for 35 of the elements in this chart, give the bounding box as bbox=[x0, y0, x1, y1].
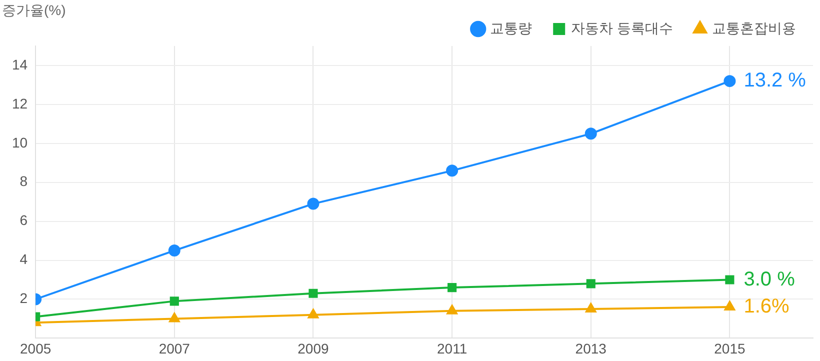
data-label: 1.6% bbox=[744, 296, 790, 318]
y-tick-label: 4 bbox=[20, 251, 28, 268]
legend-label: 교통혼잡비용 bbox=[712, 20, 796, 36]
y-tick-label: 12 bbox=[12, 95, 28, 112]
y-tick-label: 2 bbox=[20, 290, 28, 306]
x-tick-label: 2009 bbox=[298, 340, 330, 356]
data-label: 3.0 % bbox=[744, 268, 796, 290]
point bbox=[586, 302, 596, 312]
point bbox=[724, 301, 736, 311]
x-tick-label: 2015 bbox=[714, 340, 746, 356]
y-tick-label: 14 bbox=[12, 56, 28, 72]
y-tick-label: 6 bbox=[20, 212, 28, 228]
data-label: 13.2 % bbox=[744, 70, 806, 92]
point bbox=[584, 128, 597, 140]
point bbox=[448, 283, 457, 292]
x-tick-label: 2011 bbox=[436, 340, 468, 356]
y-axis-title: 증가율(%) bbox=[2, 2, 66, 18]
x-tick-label: 2013 bbox=[575, 340, 607, 356]
point bbox=[724, 75, 736, 88]
point bbox=[169, 312, 180, 322]
point bbox=[170, 296, 179, 306]
point bbox=[307, 198, 320, 210]
point bbox=[308, 288, 318, 298]
legend-label: 교통량 bbox=[490, 20, 532, 36]
point bbox=[446, 164, 458, 177]
legend-label: 자동차 등록대수 bbox=[571, 20, 673, 36]
x-tick-label: 2005 bbox=[20, 340, 52, 356]
y-tick-label: 8 bbox=[20, 173, 28, 190]
point bbox=[168, 244, 180, 257]
point bbox=[308, 308, 319, 318]
point bbox=[586, 279, 596, 288]
y-tick-label: 10 bbox=[12, 134, 28, 150]
x-tick-label: 2007 bbox=[158, 340, 190, 356]
point bbox=[725, 275, 734, 284]
point bbox=[446, 304, 458, 314]
